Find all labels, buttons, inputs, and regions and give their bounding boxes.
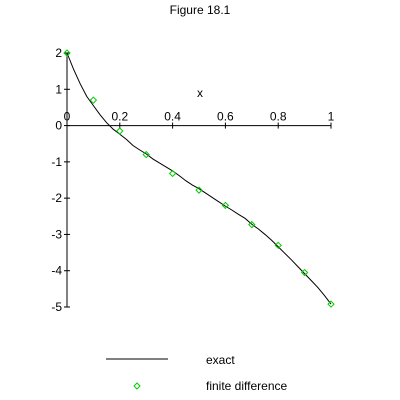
finite-difference-marker (63, 49, 71, 57)
legend-exact-label: exact (206, 353, 235, 367)
finite-difference-marker (116, 127, 124, 135)
x-tick-label: 1 (328, 110, 335, 124)
x-tick-label: 0.6 (217, 110, 234, 124)
x-axis-label: x (197, 86, 203, 100)
y-tick-label: -4 (51, 264, 62, 278)
finite-difference-marker (221, 201, 230, 210)
axes (66, 53, 331, 307)
finite-difference-marker (168, 169, 177, 178)
finite-difference-marker (248, 220, 256, 229)
y-tick-label: -2 (51, 191, 62, 205)
x-tick-label: 0.2 (111, 110, 128, 124)
y-tick-label: -1 (51, 155, 62, 169)
y-tick-label: 1 (55, 82, 62, 96)
x-tick-label: 0.4 (164, 110, 181, 124)
chart-title: Figure 18.1 (170, 3, 231, 17)
legend-finite-difference-label: finite difference (206, 379, 287, 393)
finite-difference-marker (300, 268, 309, 277)
legend: exact finite difference (106, 353, 287, 393)
legend-finite-difference-marker (133, 382, 141, 390)
finite-difference-marker (327, 300, 335, 308)
finite-difference-marker (142, 150, 150, 159)
x-tick-label: 0.8 (270, 110, 287, 124)
finite-difference-marker (89, 96, 98, 104)
finite-difference-marker (274, 241, 282, 250)
finite-difference-marker (195, 186, 203, 194)
series (63, 49, 335, 308)
x-tick-label: 0 (64, 110, 71, 124)
y-tick-label: 0 (55, 119, 62, 133)
axis-ticks (64, 52, 332, 308)
y-tick-label: 2 (55, 46, 62, 60)
y-tick-label: -5 (51, 300, 62, 314)
series-line-exact (66, 52, 332, 305)
y-tick-label: -3 (51, 227, 62, 241)
